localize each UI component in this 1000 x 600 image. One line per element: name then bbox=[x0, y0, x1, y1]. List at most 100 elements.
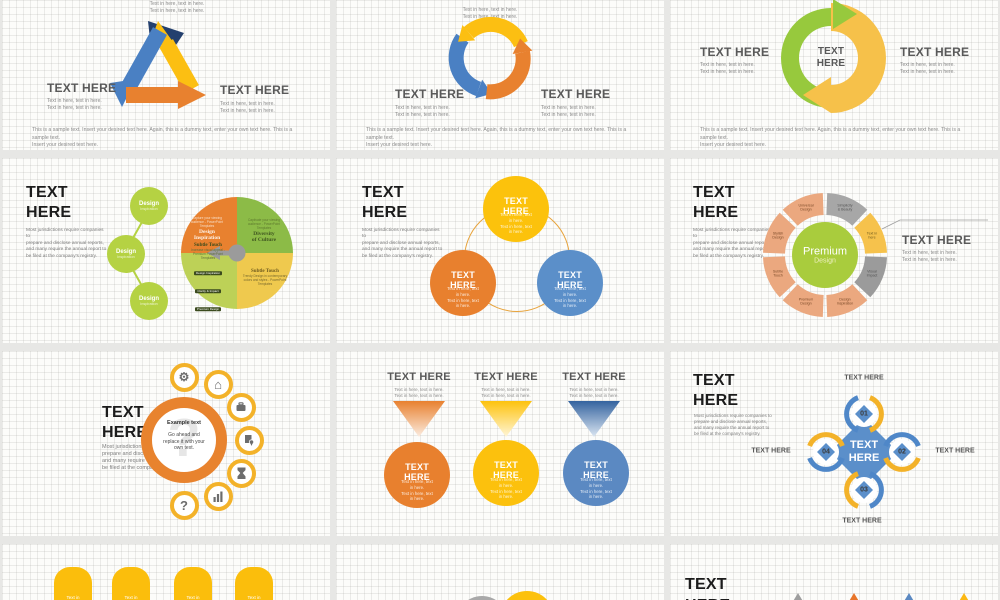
column-caption: Text in here, text in here. Text in here… bbox=[481, 387, 531, 398]
gears-icon-dot: ⚙ bbox=[169, 362, 199, 392]
pin-gray bbox=[792, 593, 804, 600]
wheel-graphic bbox=[763, 193, 887, 317]
slide-funnel-columns[interactable]: TEXT HERE Text in here, text in here. Te… bbox=[336, 351, 664, 536]
segment-label: Subtle Touch bbox=[772, 269, 784, 278]
column-caption: Text in here, text in here. Text in here… bbox=[394, 387, 444, 398]
question-icon-dot: ? bbox=[169, 490, 199, 520]
slide-paragraph: Most jurisdictions require companies to … bbox=[362, 228, 443, 259]
blue-arrow-head bbox=[110, 79, 136, 107]
right-caption: Text in here, text in here. Text in here… bbox=[220, 101, 275, 114]
left-caption: Text in here, text in here. Text in here… bbox=[47, 98, 102, 111]
node-number: 01 bbox=[860, 410, 868, 418]
yellow-circle bbox=[500, 591, 554, 600]
badge: Design Inspiration bbox=[193, 270, 222, 275]
slide-quadrant-pie[interactable]: TEXT HERE Most jurisdictions require com… bbox=[2, 158, 330, 343]
briefcase-icon bbox=[236, 402, 246, 411]
question-watermark: ? bbox=[167, 408, 201, 468]
bar-chart-icon bbox=[213, 491, 223, 502]
slide-paragraph: Most jurisdictions require companies to … bbox=[26, 228, 107, 259]
node-group-left bbox=[807, 432, 845, 472]
left-caption: Text in here, text in here. Text in here… bbox=[700, 62, 755, 75]
sample-text: This is a sample text. Insert your desir… bbox=[32, 127, 293, 148]
segment-label: Design Inspiration bbox=[836, 297, 854, 306]
left-caption: Text in here, text in here. Text in here… bbox=[395, 105, 450, 118]
right-label: TEXT HERE bbox=[541, 87, 611, 101]
yellow-arrow-body bbox=[159, 39, 199, 93]
pie-bottom-right bbox=[237, 253, 293, 309]
segment-subtle-touch bbox=[763, 256, 796, 298]
diamond-center-label: TEXT HERE bbox=[848, 439, 880, 464]
pie-top-right bbox=[237, 197, 293, 253]
node-group-bottom bbox=[844, 471, 884, 509]
circle-orange: TEXT HERE Text in here, text in here. Te… bbox=[430, 250, 496, 316]
pie-top-left bbox=[181, 197, 237, 253]
slide-pins[interactable]: TEXT HERE bbox=[670, 544, 998, 600]
design-bubble-2 bbox=[107, 235, 145, 273]
slide-segment-wheel[interactable]: TEXT HERE Most jurisdictions require com… bbox=[670, 158, 998, 343]
slide-recycle-triangle[interactable]: TEXT HERE Text in here, text in here. Te… bbox=[2, 0, 330, 150]
circle-blue: TEXT HERE Text in here, text in here. Te… bbox=[537, 250, 603, 316]
node-label-left: TEXT HERE bbox=[751, 447, 791, 455]
badge: Premium Design bbox=[194, 306, 222, 311]
segment-simplicity bbox=[826, 193, 868, 226]
bubble-text-1: Design Inspiration bbox=[138, 201, 159, 211]
pie-br-text: Subtle Touch Trendy Design in contempora… bbox=[242, 269, 288, 287]
orange-arc-arrow bbox=[485, 38, 533, 100]
segment-stylish-design bbox=[763, 212, 796, 254]
diamond-graphic bbox=[807, 395, 921, 509]
slide-title: TEXT HERE bbox=[26, 184, 72, 221]
top-caption: Text in here, text in here. Text in here… bbox=[462, 7, 518, 20]
gears-icon: ⚙ bbox=[178, 370, 190, 384]
segment-label: Universal Design bbox=[798, 203, 814, 212]
node-number: 04 bbox=[822, 448, 830, 456]
bar: Text in here bbox=[54, 567, 92, 600]
callout-line bbox=[881, 219, 988, 230]
slide-rounded-bars[interactable]: Text in here Text in here Text in here T… bbox=[2, 544, 330, 600]
bar-chart-icon-dot bbox=[203, 481, 233, 511]
green-arrow-head bbox=[833, 0, 857, 29]
slide-circles-peek[interactable] bbox=[336, 544, 664, 600]
pin-blue bbox=[903, 593, 915, 600]
green-half-arrow bbox=[781, 8, 831, 108]
example-title: Example text bbox=[167, 420, 201, 426]
bubble-text-3: Design Inspiration bbox=[138, 296, 159, 306]
yellow-arc-arrow bbox=[458, 16, 528, 48]
pie-bl-text: Subtle Touch Increase visual appeal - Pr… bbox=[191, 243, 225, 311]
pin-yellow bbox=[958, 593, 970, 600]
segment-universal-design bbox=[782, 193, 824, 226]
slide-paragraph: Most jurisdictions require companies to … bbox=[693, 228, 773, 259]
pie-tr-text: Captivate your viewing audience - PowerP… bbox=[247, 218, 281, 244]
pie-tl-text: Capture your viewing audience - PowerPoi… bbox=[190, 216, 224, 242]
design-bubble-3 bbox=[130, 282, 168, 320]
segment-premium-design bbox=[782, 284, 824, 317]
slide-loop-arrows[interactable]: TEXT HERE TEXT HERE Text in here, text i… bbox=[670, 0, 998, 150]
slide-three-circles[interactable]: TEXT HERE Most jurisdictions require com… bbox=[336, 158, 664, 343]
wheel-center bbox=[792, 222, 858, 288]
sample-text: This is a sample text. Insert your desir… bbox=[700, 127, 961, 148]
bar: Text in here bbox=[235, 567, 273, 600]
certificate-icon bbox=[245, 435, 255, 446]
slide-cycle-arrows[interactable]: TEXT HERE Text in here, text in here. Te… bbox=[336, 0, 664, 150]
wheel-center-text: Premium Design bbox=[802, 245, 848, 265]
segment-label: Visual Impact bbox=[866, 269, 878, 278]
left-label: TEXT HERE bbox=[700, 45, 770, 59]
cycle-arrows-graphic bbox=[448, 16, 533, 100]
sample-text: This is a sample text. Insert your desir… bbox=[366, 127, 627, 148]
recycle-triangle-graphic bbox=[110, 21, 206, 109]
slide-ring-icons[interactable]: TEXT HERE Most jurisdictions require com… bbox=[2, 351, 330, 536]
circle-yellow: TEXT HERE Text in here, text in here. Te… bbox=[483, 176, 549, 242]
certificate-icon-dot bbox=[234, 425, 264, 455]
slide-diamond-numbers[interactable]: TEXT HERE Most jurisdictions require com… bbox=[670, 351, 998, 536]
bubble-chain-graphic bbox=[107, 187, 168, 320]
node-label-bottom: TEXT HERE bbox=[842, 517, 882, 525]
right-label: TEXT HERE bbox=[900, 45, 970, 59]
funnel-circle-yellow: TEXT HERE Text in here, text in here. Te… bbox=[473, 440, 539, 506]
home-icon: ⌂ bbox=[214, 376, 222, 392]
blue-arrow-body bbox=[121, 27, 167, 92]
center-arrow bbox=[207, 246, 237, 260]
node-label-top: TEXT HERE bbox=[844, 374, 884, 382]
hourglass-icon-dot bbox=[226, 458, 256, 488]
right-caption: Text in here, text in here. Text in here… bbox=[541, 105, 596, 118]
slide-title: TEXT HERE bbox=[685, 576, 730, 600]
